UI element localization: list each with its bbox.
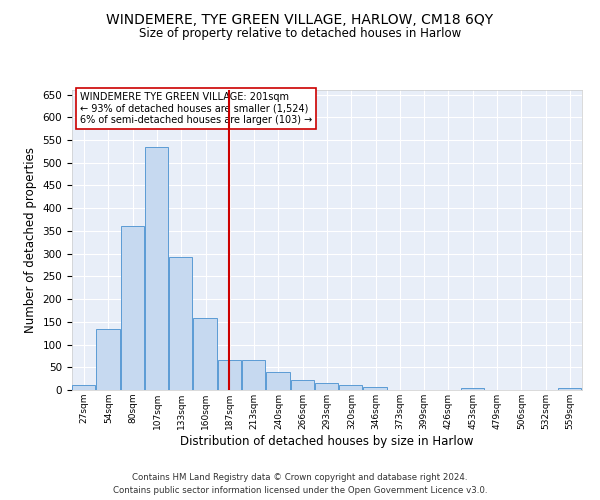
Bar <box>315 383 338 390</box>
Text: Size of property relative to detached houses in Harlow: Size of property relative to detached ho… <box>139 28 461 40</box>
Bar <box>193 318 217 390</box>
Bar <box>242 360 265 390</box>
X-axis label: Distribution of detached houses by size in Harlow: Distribution of detached houses by size … <box>180 434 474 448</box>
Bar <box>339 386 362 390</box>
Text: WINDEMERE, TYE GREEN VILLAGE, HARLOW, CM18 6QY: WINDEMERE, TYE GREEN VILLAGE, HARLOW, CM… <box>106 12 494 26</box>
Bar <box>96 328 119 390</box>
Y-axis label: Number of detached properties: Number of detached properties <box>24 147 37 333</box>
Bar <box>218 360 241 390</box>
Text: WINDEMERE TYE GREEN VILLAGE: 201sqm
← 93% of detached houses are smaller (1,524): WINDEMERE TYE GREEN VILLAGE: 201sqm ← 93… <box>80 92 312 124</box>
Bar <box>121 226 144 390</box>
Bar <box>145 147 168 390</box>
Text: Contains HM Land Registry data © Crown copyright and database right 2024.
Contai: Contains HM Land Registry data © Crown c… <box>113 474 487 495</box>
Bar <box>461 388 484 390</box>
Bar <box>72 386 95 390</box>
Bar <box>266 372 290 390</box>
Bar <box>558 388 581 390</box>
Bar <box>290 380 314 390</box>
Bar <box>364 387 387 390</box>
Bar <box>169 258 193 390</box>
